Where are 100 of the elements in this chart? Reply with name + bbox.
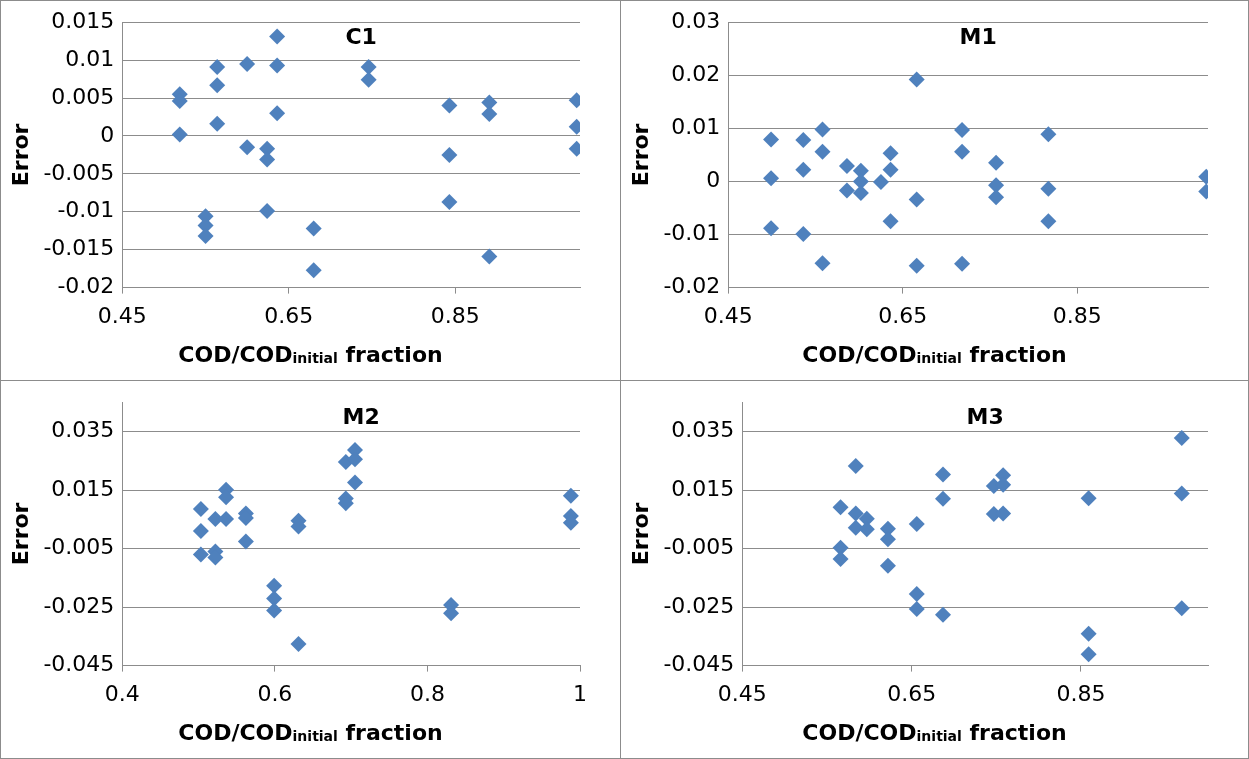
point <box>209 77 226 94</box>
y-tick-label: -0.015 <box>43 235 115 261</box>
y-tick-label: 0.015 <box>51 475 115 501</box>
point <box>1040 180 1057 197</box>
point <box>954 255 971 272</box>
point <box>934 466 951 483</box>
point <box>346 474 363 491</box>
point <box>1080 490 1097 507</box>
y-tick-label: -0.02 <box>57 273 115 299</box>
y-axis-title: Error <box>627 502 653 566</box>
point <box>832 551 849 568</box>
point <box>763 131 780 148</box>
point <box>814 143 831 160</box>
y-tick-label: -0.045 <box>663 651 735 677</box>
chart-title: M3 <box>966 403 1004 429</box>
point <box>192 522 209 539</box>
point <box>934 606 951 623</box>
point <box>305 220 322 237</box>
point <box>934 490 951 507</box>
point <box>795 225 812 242</box>
point <box>259 203 276 220</box>
point <box>481 94 498 111</box>
y-tick-label: -0.045 <box>43 651 115 677</box>
point <box>1173 485 1190 502</box>
y-tick-label: 0.02 <box>671 61 721 86</box>
point <box>266 590 283 607</box>
y-axis-title: Error <box>7 123 33 187</box>
y-tick-label: -0.005 <box>43 159 115 185</box>
point <box>795 161 812 178</box>
point <box>908 71 925 88</box>
point <box>1040 213 1057 230</box>
x-tick-label: 0.65 <box>887 680 937 706</box>
point <box>239 139 256 156</box>
point <box>838 158 855 175</box>
point <box>197 228 214 245</box>
y-tick-label: 0 <box>100 121 115 147</box>
point <box>832 499 849 516</box>
point <box>1080 625 1097 642</box>
x-tick-label: 0.6 <box>257 680 293 706</box>
y-tick-label: -0.02 <box>663 273 721 299</box>
point <box>879 557 896 574</box>
x-tick-label: 0.4 <box>104 680 140 706</box>
point <box>360 58 377 75</box>
point <box>290 635 307 652</box>
point <box>441 193 458 210</box>
point <box>192 501 209 518</box>
x-tick-label: 0.45 <box>717 680 767 706</box>
y-tick-label: -0.025 <box>663 592 735 618</box>
point <box>838 182 855 199</box>
point <box>988 189 1005 206</box>
point <box>882 213 899 230</box>
point <box>988 154 1005 171</box>
x-tick-label: 0.85 <box>430 302 480 328</box>
point <box>209 58 226 75</box>
point <box>562 487 579 504</box>
point <box>239 55 256 72</box>
x-tick-label: 1 <box>573 680 587 706</box>
y-tick-label: 0.03 <box>671 7 721 33</box>
point <box>954 143 971 160</box>
point <box>237 533 254 550</box>
point <box>441 146 458 163</box>
x-tick-label: 0.8 <box>409 680 445 706</box>
point <box>763 220 780 237</box>
x-tick-label: 0.45 <box>703 302 753 328</box>
y-tick-label: 0 <box>706 167 721 193</box>
point <box>908 257 925 274</box>
y-tick-label: -0.005 <box>663 534 735 560</box>
point <box>266 577 283 594</box>
y-tick-label: 0.01 <box>671 114 721 140</box>
y-tick-label: 0.035 <box>51 417 115 443</box>
point <box>1173 429 1190 446</box>
y-tick-label: -0.025 <box>43 592 115 618</box>
y-axis-title: Error <box>627 123 653 187</box>
y-tick-label: 0.035 <box>671 417 735 443</box>
y-tick-label: 0.01 <box>65 45 115 71</box>
point <box>988 177 1005 194</box>
point <box>266 602 283 619</box>
point <box>269 57 286 74</box>
point <box>908 515 925 532</box>
point <box>192 546 209 563</box>
point <box>814 255 831 272</box>
point <box>360 71 377 88</box>
point <box>305 262 322 279</box>
point <box>795 132 812 149</box>
point <box>814 121 831 138</box>
point <box>852 185 869 202</box>
point <box>847 505 864 522</box>
point <box>908 585 925 602</box>
point <box>908 601 925 618</box>
point <box>269 105 286 122</box>
x-tick-label: 0.85 <box>1052 302 1102 328</box>
point <box>872 173 889 190</box>
point <box>882 145 899 162</box>
x-tick-label: 0.65 <box>878 302 928 328</box>
y-tick-label: 0.005 <box>51 83 115 109</box>
point <box>1173 600 1190 617</box>
point <box>209 115 226 132</box>
point <box>1040 126 1057 143</box>
y-tick-label: 0.015 <box>51 7 115 33</box>
point <box>269 28 286 45</box>
